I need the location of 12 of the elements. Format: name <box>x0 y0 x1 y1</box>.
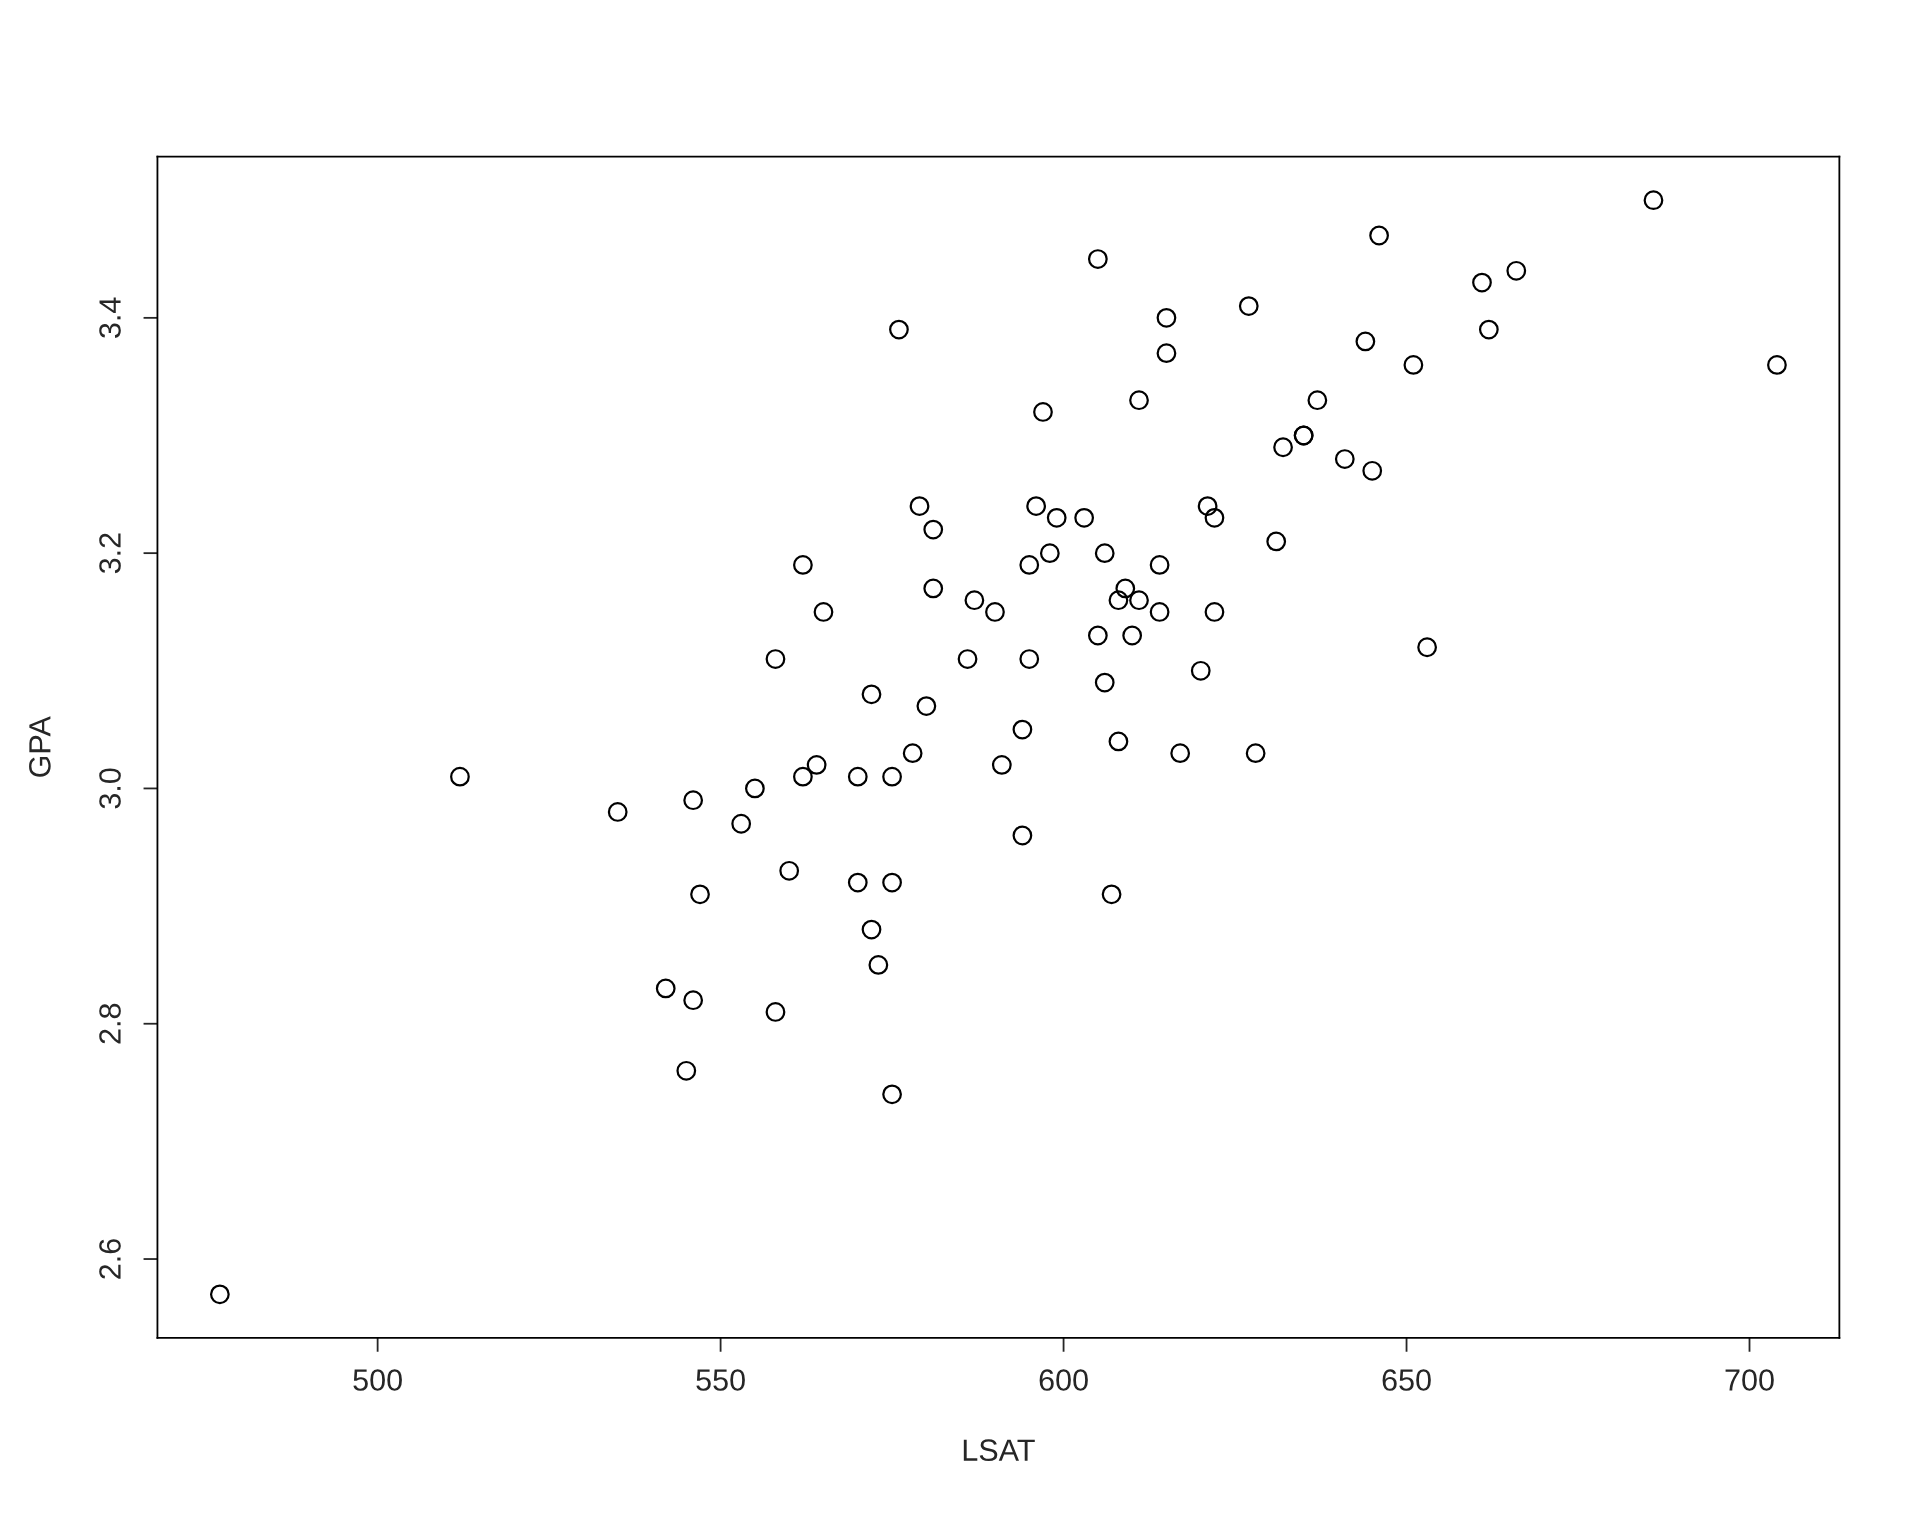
y-tick-label: 2.8 <box>99 1003 121 1044</box>
y-axis-title: GPA <box>29 716 51 777</box>
y-tick-label: 3.2 <box>99 533 121 574</box>
x-axis-title: LSAT <box>963 1439 1035 1462</box>
x-tick-label: 600 <box>1039 1369 1088 1391</box>
x-tick-label: 700 <box>1725 1369 1774 1391</box>
y-tick-label: 2.6 <box>99 1239 121 1279</box>
x-tick-label: 550 <box>696 1369 745 1391</box>
x-tick-label: 650 <box>1382 1369 1431 1391</box>
y-tick-label: 3.4 <box>99 297 121 338</box>
x-tick-label: 500 <box>353 1369 402 1391</box>
y-tick-label: 3.0 <box>99 768 121 809</box>
